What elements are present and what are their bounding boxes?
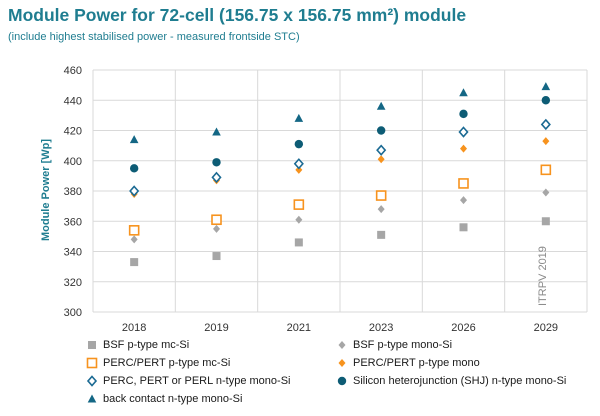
legend-marker — [338, 341, 346, 349]
legend-marker — [86, 375, 98, 387]
legend-marker — [88, 341, 96, 349]
y-tick-label: 440 — [64, 95, 82, 107]
data-point-triangle — [459, 88, 468, 97]
y-tick-label: 320 — [64, 277, 82, 289]
data-point-diamond — [295, 165, 303, 174]
legend-marker — [86, 357, 98, 369]
x-tick-label: 2021 — [287, 322, 311, 334]
data-point-triangle — [212, 127, 221, 136]
legend-marker-diamond — [338, 359, 346, 367]
legend-label: PERC/PERT p-type mono — [353, 357, 480, 369]
legend-label: Silicon heterojunction (SHJ) n-type mono… — [353, 375, 567, 387]
data-point-square — [130, 258, 139, 267]
data-point-diamond — [130, 235, 138, 244]
y-tick-label: 400 — [64, 156, 82, 168]
y-tick-label: 380 — [64, 186, 82, 198]
x-tick-label: 2018 — [122, 322, 146, 334]
data-point-diamond-open — [129, 185, 140, 197]
data-point-diamond — [542, 137, 550, 146]
x-axis-ticks: 2018 2019 2021 2023 2026 2029 — [122, 322, 558, 334]
y-axis-ticks: 300 320 340 360 380 400 420 440 460 — [64, 65, 82, 319]
data-points — [128, 82, 552, 267]
y-axis-label: Module Power [Wp] — [40, 139, 52, 241]
data-point-triangle — [129, 135, 139, 144]
y-tick-label: 360 — [64, 216, 82, 228]
data-point-diamond — [213, 224, 220, 233]
legend-marker — [87, 394, 97, 403]
data-point-circle — [129, 164, 139, 173]
data-point-circle — [212, 158, 221, 167]
data-point-diamond-open — [376, 144, 387, 156]
chart-subtitle: (include highest stabilised power - meas… — [8, 31, 300, 43]
data-point-diamond — [377, 205, 385, 214]
data-point-square-open — [458, 178, 469, 189]
data-point-circle — [294, 139, 304, 149]
data-point-square-open — [375, 190, 387, 201]
legend-marker — [338, 359, 346, 367]
legend-marker-diamond — [338, 341, 346, 349]
legend-item: Silicon heterojunction (SHJ) n-type mono… — [336, 375, 566, 387]
data-point-diamond — [377, 155, 385, 164]
y-tick-label: 340 — [64, 247, 82, 259]
data-point-diamond — [295, 215, 303, 224]
data-point-square — [212, 252, 221, 261]
data-point-diamond-open — [458, 126, 469, 138]
data-point-triangle — [541, 82, 551, 91]
data-point-square — [459, 223, 468, 232]
data-point-triangle — [376, 101, 386, 110]
data-point-diamond — [542, 188, 550, 197]
data-point-square-open — [293, 199, 305, 210]
data-point-circle — [459, 109, 468, 119]
legend-marker-triangle — [87, 394, 97, 403]
y-tick-label: 460 — [64, 65, 82, 77]
x-tick-label: 2029 — [534, 322, 558, 334]
legend-item: PERC, PERT or PERL n-type mono-Si — [86, 375, 290, 387]
data-point-square-open — [211, 214, 222, 226]
data-point-circle — [541, 96, 551, 105]
legend-marker-circle — [337, 376, 347, 386]
data-point-diamond-open — [211, 171, 222, 184]
legend-label: BSF p-type mc-Si — [103, 339, 190, 351]
y-tick-label: 300 — [64, 307, 82, 319]
x-tick-label: 2023 — [369, 322, 393, 334]
legend-item: PERC/PERT p-type mono — [336, 357, 480, 369]
data-point-square — [377, 230, 386, 239]
x-tick-label: 2019 — [204, 322, 228, 334]
legend-item: BSF p-type mc-Si — [86, 339, 189, 351]
data-point-diamond-open — [540, 118, 551, 131]
data-point-circle — [376, 126, 386, 135]
y-tick-label: 420 — [64, 126, 82, 138]
x-tick-label: 2026 — [451, 322, 475, 334]
legend-item: PERC/PERT p-type mc-Si — [86, 357, 230, 369]
data-point-square-open — [128, 225, 140, 236]
grid-lines — [92, 69, 588, 313]
legend-label: PERC/PERT p-type mc-Si — [103, 357, 231, 369]
data-point-square — [294, 238, 303, 247]
data-point-square — [541, 217, 550, 226]
legend-label: BSF p-type mono-Si — [353, 339, 453, 351]
data-point-triangle — [294, 113, 304, 122]
data-point-diamond — [460, 144, 467, 153]
legend-label: PERC, PERT or PERL n-type mono-Si — [103, 375, 291, 387]
legend-label: back contact n-type mono-Si — [103, 393, 243, 405]
legend-item: BSF p-type mono-Si — [336, 339, 452, 351]
legend-marker-square — [88, 341, 96, 349]
legend-marker-square-open — [86, 357, 98, 369]
data-point-square-open — [540, 164, 552, 176]
watermark-text: ITRPV 2019 — [537, 246, 549, 306]
data-point-diamond — [460, 196, 467, 205]
legend-marker — [337, 376, 347, 386]
data-point-diamond-open — [293, 158, 304, 170]
chart-title: Module Power for 72-cell (156.75 x 156.7… — [8, 5, 467, 25]
legend-marker-diamond-open — [86, 375, 98, 387]
legend-item: back contact n-type mono-Si — [86, 393, 242, 405]
